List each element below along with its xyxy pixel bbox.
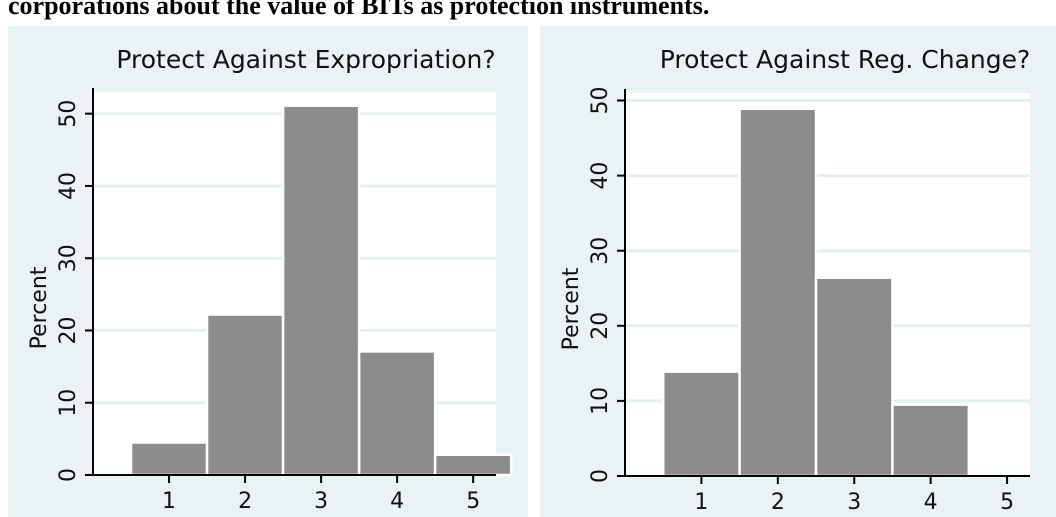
y-tick-label: 30 — [56, 244, 81, 272]
bar-5 — [433, 453, 513, 477]
y-tick-label: 10 — [588, 387, 613, 415]
x-tick-label: 4 — [390, 489, 404, 514]
y-tick-label: 10 — [56, 389, 81, 417]
y-tick-label: 40 — [56, 172, 81, 200]
figure-caption: corporations about the value of BITs as … — [8, 0, 710, 20]
bar-1 — [661, 370, 741, 478]
y-tick-label: 0 — [56, 468, 81, 482]
y-tick-label: 40 — [588, 162, 613, 190]
chart-expropriation: Protect Against Expropriation? 0 10 20 30 40 5… — [27, 45, 513, 514]
bar-3 — [281, 104, 361, 477]
y-tick-label: 30 — [588, 237, 613, 265]
chart-reg-change: Protect Against Reg. Change? 0 10 20 30 40 50 1… — [559, 45, 1031, 515]
y-axis-label: Percent — [559, 267, 584, 350]
bar-4 — [357, 350, 437, 477]
chart-panel-expropriation: Protect Against Expropriation? 0 10 20 30 40 5… — [8, 26, 528, 517]
x-tick-label: 1 — [694, 490, 708, 515]
bar-2 — [738, 107, 818, 478]
x-tick-label: 3 — [847, 490, 861, 515]
y-tick-label: 20 — [588, 312, 613, 340]
chart-panel-reg-change: Protect Against Reg. Change? 0 10 20 30 40 50 1… — [540, 26, 1056, 517]
y-tick-label: 50 — [588, 87, 613, 115]
bar-1 — [129, 441, 209, 477]
x-tick-label: 4 — [924, 490, 938, 515]
chart-title: Protect Against Expropriation? — [116, 45, 495, 74]
x-tick-label: 2 — [771, 490, 785, 515]
y-axis-label: Percent — [27, 266, 52, 349]
y-tick-label: 0 — [588, 469, 613, 483]
x-tick-label: 5 — [1000, 490, 1014, 515]
y-tick-label: 50 — [56, 100, 81, 128]
chart-title: Protect Against Reg. Change? — [660, 45, 1031, 74]
bar-4 — [891, 403, 971, 478]
bar-3 — [814, 276, 894, 478]
x-tick-label: 2 — [238, 489, 252, 514]
x-tick-label: 1 — [162, 489, 176, 514]
y-tick-label: 20 — [56, 316, 81, 344]
x-tick-label: 5 — [466, 489, 480, 514]
x-tick-label: 3 — [314, 489, 328, 514]
bar-2 — [205, 313, 285, 477]
